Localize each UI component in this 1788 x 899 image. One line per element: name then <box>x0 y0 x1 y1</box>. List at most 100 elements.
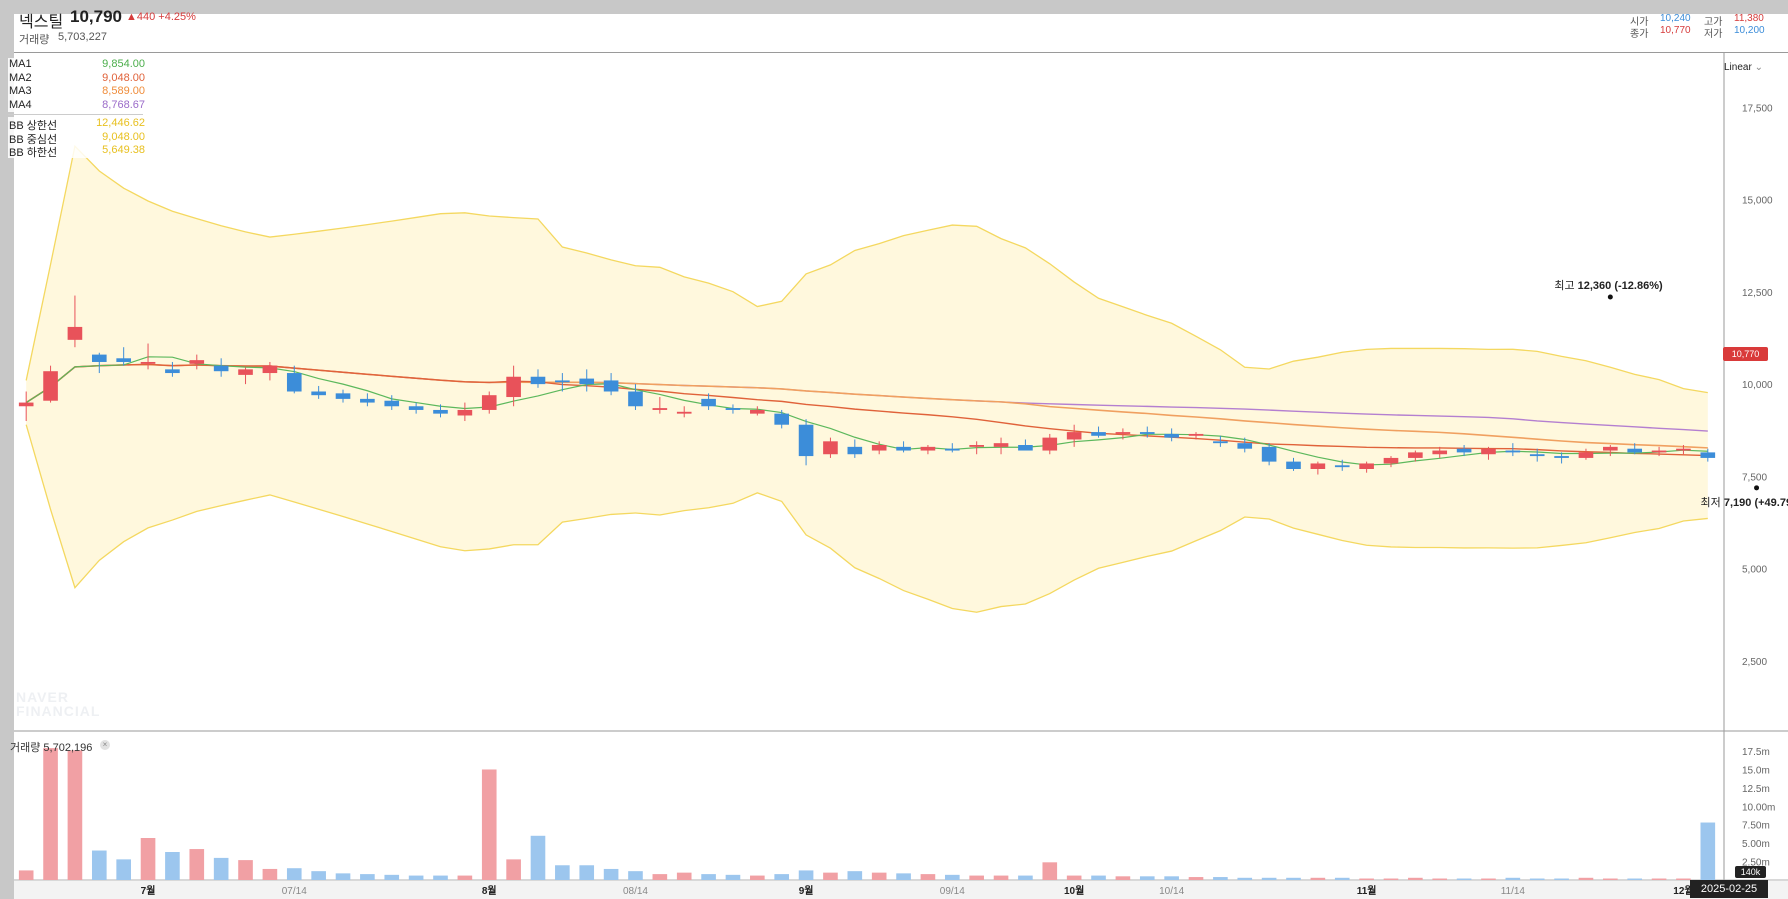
candle-body <box>1188 433 1204 436</box>
window-left-border <box>0 14 14 899</box>
scale-mode-label: Linear <box>1724 62 1752 73</box>
volume-bar <box>920 874 936 880</box>
watermark-logo: NAVER FINANCIAL <box>16 689 101 719</box>
candle-body <box>1091 432 1106 436</box>
volume-bar <box>384 874 400 880</box>
candle-body <box>847 446 863 455</box>
candle-body <box>165 369 180 374</box>
candle-body <box>335 393 351 399</box>
volume-bar <box>530 835 546 880</box>
volume-bar <box>1139 876 1155 880</box>
scale-mode-button[interactable]: Linear ⌄ <box>1724 62 1763 73</box>
volume-bar <box>1505 877 1521 880</box>
volume-tick-label: 15.0m <box>1742 765 1770 776</box>
current-date-badge: 2025-02-25 <box>1690 880 1768 898</box>
candle-body <box>1578 452 1594 458</box>
volume-bar <box>579 865 595 880</box>
candle-body <box>1700 452 1716 458</box>
volume-bar <box>1164 876 1179 880</box>
time-tick-label: 07/14 <box>282 886 307 897</box>
candle-body <box>603 380 619 392</box>
current-volume-badge: 140k <box>1735 866 1766 878</box>
low-marker <box>1754 485 1760 491</box>
legend-ma3: MA3 8,589.00 <box>8 85 148 99</box>
volume-bar <box>1286 877 1301 880</box>
candle-body <box>1505 450 1521 453</box>
price-tick-label: 15,000 <box>1742 196 1773 207</box>
volume-panel-title: 거래량 5,702,196 <box>10 742 93 754</box>
bollinger-upper-line <box>25 144 1708 394</box>
volume-bar <box>286 868 302 880</box>
candle-body <box>311 391 326 396</box>
candle-body <box>530 376 546 385</box>
volume-bar <box>823 872 838 880</box>
candle-body <box>238 369 253 375</box>
candle-body <box>213 365 229 372</box>
volume-bar <box>1700 822 1716 880</box>
volume-bar <box>457 875 473 880</box>
stock-name: 넥스틸 <box>19 14 64 31</box>
candle-body <box>408 406 424 410</box>
time-tick-label: 11월 <box>1357 885 1377 897</box>
close-label: 종가 <box>1630 29 1649 40</box>
candle-body <box>1432 450 1448 455</box>
close-icon[interactable]: × <box>100 740 110 750</box>
candle-body <box>91 354 107 362</box>
volume-bar <box>1456 878 1472 880</box>
candle-body <box>457 409 473 416</box>
high-marker <box>1607 294 1613 300</box>
stock-header: 넥스틸 10,790 ▲440 +4.25% 거래량 5,703,227 시가 … <box>14 7 1788 53</box>
candle-body <box>481 395 497 410</box>
candle-body <box>18 402 34 407</box>
volume-bar <box>896 873 911 880</box>
volume-tick-label: 7.50m <box>1742 821 1770 832</box>
candle-body <box>579 378 595 385</box>
candle-body <box>1456 448 1472 453</box>
candle-body <box>628 391 643 407</box>
volume-bar <box>1554 878 1569 880</box>
candle-body <box>43 371 58 401</box>
volume-tick-label: 17.5m <box>1742 747 1770 758</box>
candle-body <box>262 365 278 374</box>
volume-bar <box>1091 875 1106 880</box>
time-tick-label: 11/14 <box>1501 886 1526 897</box>
volume-bar <box>67 750 83 880</box>
candle-body <box>1529 454 1545 457</box>
price-change: ▲440 +4.25% <box>126 11 196 23</box>
candle-body <box>993 443 1009 447</box>
low-annotation: 최저 7,190 (+49.79%) <box>1700 496 1788 509</box>
price-tick-label: 12,500 <box>1742 288 1773 299</box>
volume-bar <box>1261 877 1277 880</box>
volume-bar <box>18 870 34 880</box>
volume-bar <box>847 871 863 880</box>
price-tick-label: 5,000 <box>1742 565 1767 576</box>
volume-bar <box>1213 877 1228 880</box>
candle-body <box>1139 432 1155 434</box>
candle-body <box>701 398 716 407</box>
candle-body <box>360 398 375 403</box>
candle-body <box>1481 448 1496 455</box>
volume-bar <box>1359 878 1374 880</box>
candle-body <box>384 400 400 407</box>
volume-bar <box>189 849 205 880</box>
volume-bar <box>1018 875 1033 880</box>
legend-bb-lower: BB 하한선 5,649.38 <box>8 144 148 159</box>
candle-body <box>798 424 814 457</box>
candle-body <box>774 413 790 425</box>
volume-bar <box>408 875 424 880</box>
volume-bar <box>481 769 497 880</box>
price-tick-label: 7,500 <box>1742 472 1767 483</box>
chevron-down-icon: ⌄ <box>1754 62 1763 73</box>
volume-bar <box>725 874 741 880</box>
window-top-border <box>0 0 1788 14</box>
current-price-badge: 10,770 <box>1723 347 1768 361</box>
candle-body <box>1408 452 1423 458</box>
bollinger-band-fill <box>26 146 1708 613</box>
candle-body <box>116 358 131 362</box>
volume-bar <box>1432 878 1448 880</box>
volume-value: 5,703,227 <box>58 31 107 43</box>
candle-body <box>1018 445 1033 451</box>
candle-body <box>1676 448 1691 451</box>
volume-bar <box>262 868 278 880</box>
